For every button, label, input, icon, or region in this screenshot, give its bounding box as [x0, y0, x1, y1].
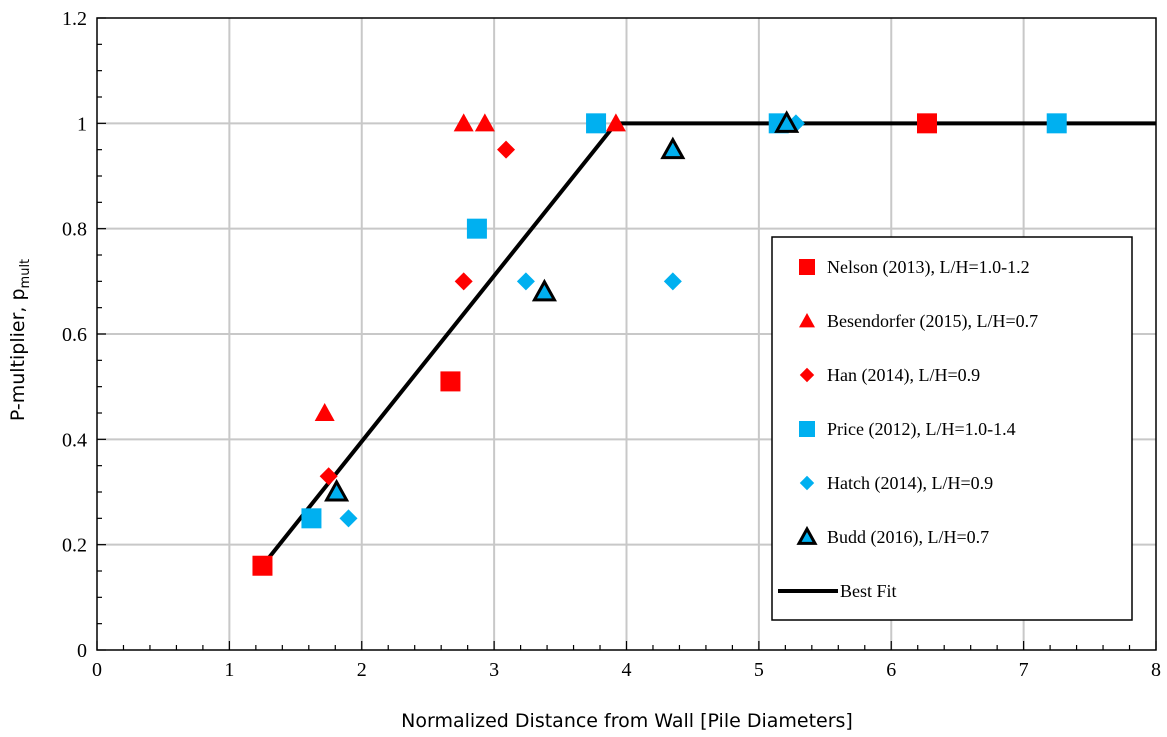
data-point	[605, 113, 626, 132]
data-point	[774, 110, 800, 133]
y-tick-label: 1	[77, 113, 87, 135]
legend-label: Nelson (2013), L/H=1.0-1.2	[827, 257, 1030, 278]
data-point	[1046, 113, 1067, 134]
y-tick-label: 0.8	[62, 219, 87, 241]
data-point	[252, 555, 273, 576]
y-tick-label: 0	[77, 640, 87, 662]
x-tick-label: 2	[357, 659, 367, 681]
y-axis-title-subscript: mult	[18, 259, 33, 289]
legend-swatch	[796, 525, 818, 545]
data-point	[531, 278, 557, 302]
data-point	[453, 113, 474, 132]
data-point	[660, 136, 686, 160]
legend-label: Besendorfer (2015), L/H=0.7	[827, 311, 1038, 332]
data-point	[916, 113, 937, 134]
y-tick-label: 0.2	[62, 535, 87, 557]
legend-label: Budd (2016), L/H=0.7	[827, 527, 989, 548]
data-points	[252, 110, 1067, 576]
x-tick-label: 7	[1019, 659, 1029, 681]
y-tick-label: 0.6	[62, 324, 87, 346]
data-point	[586, 113, 607, 134]
tick-labels: 0 1 2 3 4 5 6 7 8 0 0.2 0.4 0.6 0.8 1 1.2	[62, 8, 1161, 681]
data-point	[319, 467, 338, 486]
x-tick-label: 6	[886, 659, 896, 681]
data-point	[663, 272, 682, 291]
data-point	[314, 403, 335, 421]
x-tick-label: 4	[622, 659, 632, 681]
data-point	[324, 478, 350, 502]
axis-ticks	[96, 17, 1157, 651]
data-point	[301, 508, 322, 529]
data-point	[440, 371, 461, 392]
data-point	[497, 140, 516, 159]
y-tick-label: 1.2	[62, 8, 87, 30]
x-tick-label: 8	[1151, 659, 1161, 681]
legend: Nelson (2013), L/H=1.0-1.2 Besendorfer (2…	[771, 236, 1133, 621]
legend-swatch	[799, 313, 815, 328]
x-axis-title: Normalized Distance from Wall [Pile Diam…	[401, 710, 853, 732]
legend-swatch	[799, 475, 815, 491]
legend-label: Price (2012), L/H=1.0-1.4	[827, 419, 1016, 440]
data-point	[516, 272, 535, 291]
x-tick-label: 5	[754, 659, 764, 681]
y-axis-title-main: P-multiplier, p	[7, 288, 29, 421]
data-point	[474, 113, 495, 132]
legend-box	[771, 236, 1133, 621]
x-tick-label: 1	[224, 659, 234, 681]
x-tick-label: 3	[489, 659, 499, 681]
legend-swatch	[799, 259, 815, 275]
legend-label: Han (2014), L/H=0.9	[827, 365, 980, 386]
legend-swatch	[799, 367, 815, 383]
legend-swatch	[799, 421, 815, 437]
data-point	[466, 218, 487, 239]
y-axis-title: P-multiplier, pmult	[7, 259, 33, 421]
data-point	[339, 509, 358, 528]
legend-label: Hatch (2014), L/H=0.9	[827, 473, 993, 494]
x-tick-label: 0	[92, 659, 102, 681]
y-tick-label: 0.4	[62, 429, 87, 451]
data-point	[454, 272, 473, 291]
legend-label: Best Fit	[840, 581, 897, 601]
